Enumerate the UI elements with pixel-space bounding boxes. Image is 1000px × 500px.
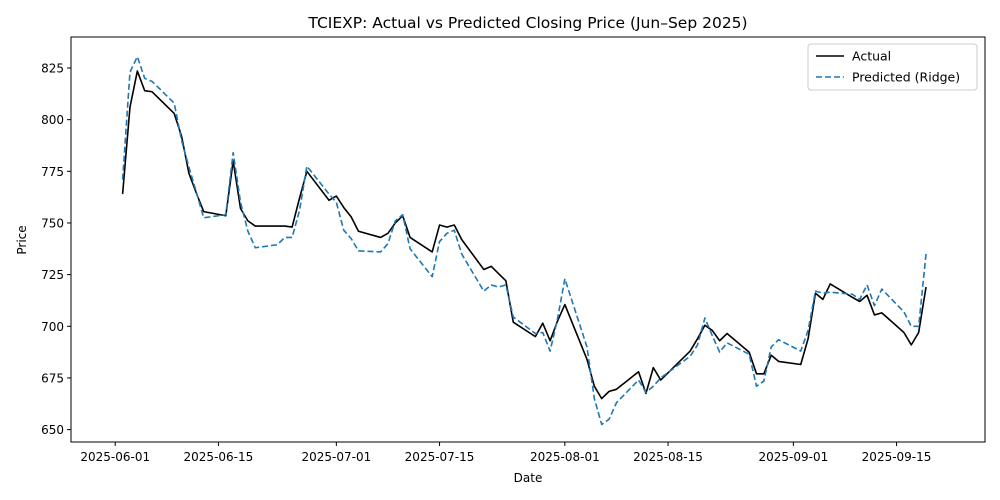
x-axis: 2025-06-01 2025-06-15 2025-07-01 2025-07-15… [80,442,931,464]
y-axis-label: Price [15,225,29,254]
legend-label-predicted: Predicted (Ridge) [852,70,960,85]
legend: Actual Predicted (Ridge) [807,43,978,91]
legend-label-actual: Actual [852,49,891,64]
y-tick-label: 750 [41,216,64,230]
chart-title: TCIEXP: Actual vs Predicted Closing Pric… [307,14,747,32]
x-axis-label: Date [514,471,543,485]
y-tick-label: 725 [41,268,64,282]
x-tick-label: 2025-08-01 [530,450,600,464]
x-tick-label: 2025-09-15 [862,450,932,464]
y-tick-label: 775 [41,165,64,179]
x-tick-label: 2025-07-01 [301,450,371,464]
y-tick-label: 800 [41,113,64,127]
x-tick-label: 2025-06-01 [80,450,150,464]
series-line-actual [121,70,927,400]
x-tick-label: 2025-08-15 [633,450,703,464]
y-axis: 650 675 700 725 750 775 800 825 [41,61,71,437]
y-tick-label: 675 [41,371,64,385]
series-layer [121,55,927,426]
legend-box [807,43,978,91]
y-tick-label: 825 [41,61,64,75]
x-tick-label: 2025-06-15 [184,450,254,464]
axes-frame [70,36,986,443]
y-tick-label: 650 [41,423,64,437]
x-tick-label: 2025-07-15 [405,450,475,464]
series-line-predicted [121,55,927,426]
plot-area [70,36,986,443]
x-tick-label: 2025-09-01 [758,450,828,464]
y-tick-label: 700 [41,320,64,334]
